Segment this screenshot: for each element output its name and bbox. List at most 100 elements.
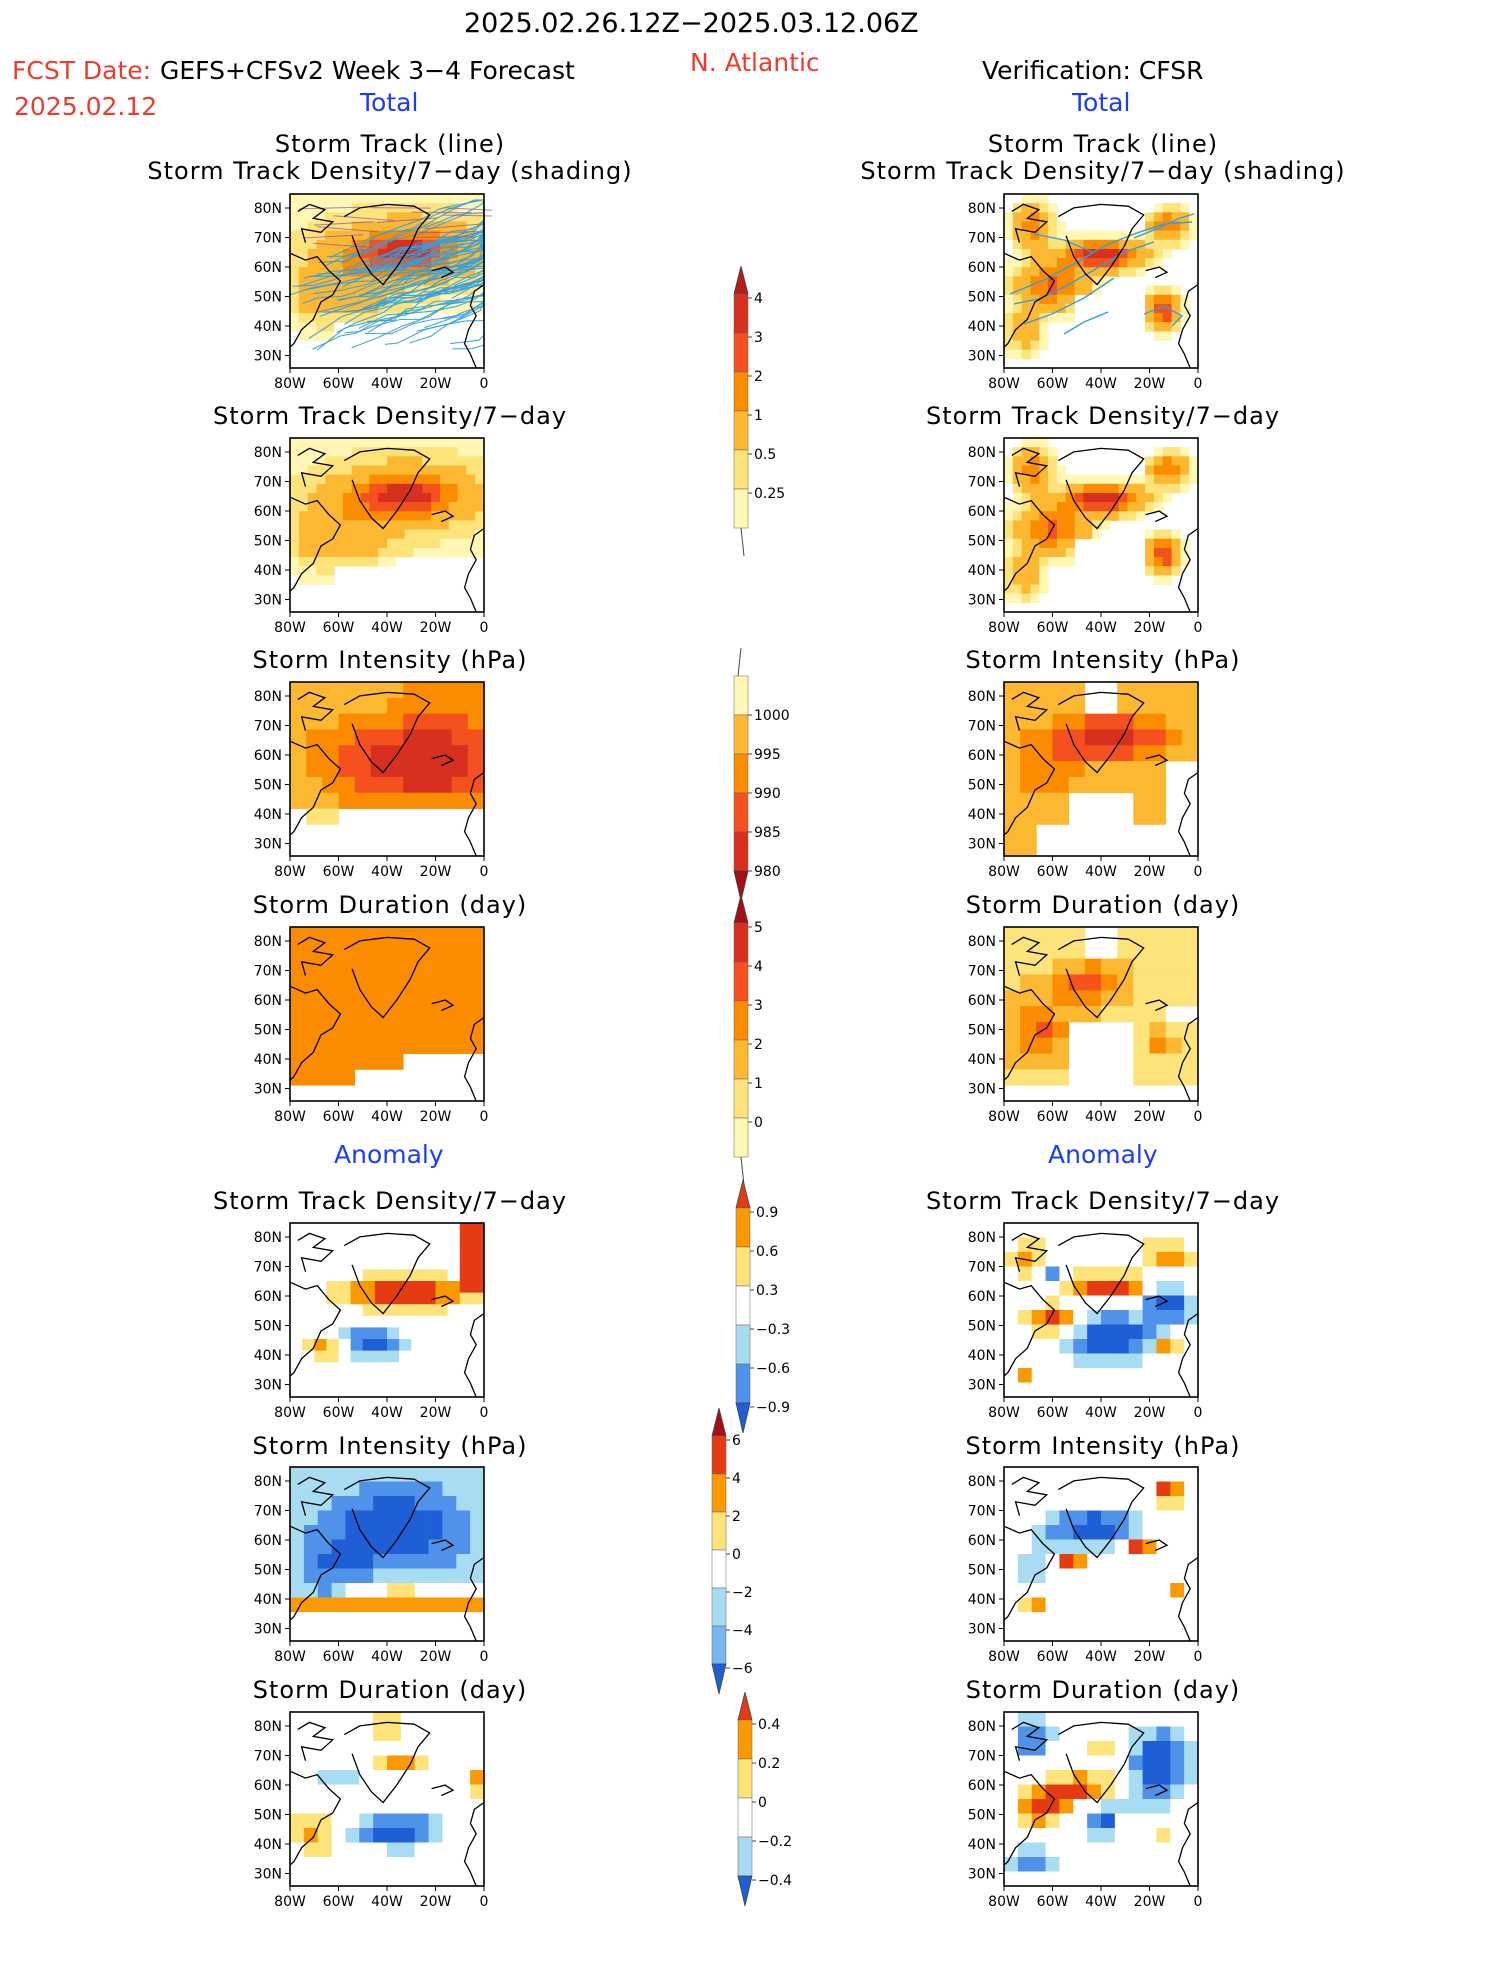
lat-tick-label: 70N — [254, 1260, 282, 1276]
colorbar-swatch — [734, 411, 748, 450]
colorbar-label: −0.4 — [758, 1873, 792, 1889]
colorbar-label: 4 — [754, 291, 763, 307]
lat-tick-label: 30N — [968, 1867, 996, 1883]
lon-tick-label: 20W — [1134, 1894, 1166, 1910]
lat-tick-label: 60N — [968, 993, 996, 1009]
colorbar-label: 990 — [754, 786, 781, 802]
title-anom-density-left: Storm Track Density/7−day — [0, 1187, 780, 1215]
lat-tick-label: 60N — [254, 504, 282, 520]
title-anom-intensity-left: Storm Intensity (hPa) — [0, 1432, 780, 1460]
colorbar-arrow-top — [734, 895, 748, 923]
lon-tick-label: 60W — [1037, 620, 1069, 636]
lon-tick-label: 0 — [480, 1405, 489, 1421]
colorbar-label: 0.2 — [758, 1756, 780, 1772]
colorbar-arrow-top — [734, 266, 748, 294]
title-intensity-left: Storm Intensity (hPa) — [0, 646, 780, 674]
lat-tick-label: 60N — [968, 1289, 996, 1305]
lat-tick-label: 50N — [968, 778, 996, 794]
lon-tick-label: 0 — [480, 1894, 489, 1910]
colorbar-label: 1 — [754, 1076, 763, 1092]
lon-tick-label: 60W — [1037, 1894, 1069, 1910]
lat-tick-label: 70N — [968, 475, 996, 491]
lat-tick-label: 70N — [254, 475, 282, 491]
colorbar-swatch — [712, 1474, 726, 1512]
lon-tick-label: 60W — [1037, 1649, 1069, 1665]
lon-tick-label: 40W — [371, 376, 403, 392]
colorbar-label: 0 — [758, 1795, 767, 1811]
colorbar-swatch — [738, 1837, 752, 1876]
title-anom-duration-right: Storm Duration (day) — [713, 1676, 1487, 1704]
lon-tick-label: 20W — [1134, 620, 1166, 636]
colorbar-label: 4 — [732, 1471, 741, 1487]
lon-tick-label: 0 — [480, 864, 489, 880]
lon-tick-label: 20W — [420, 620, 452, 636]
lat-tick-label: 50N — [254, 778, 282, 794]
colorbar-label: 1000 — [754, 708, 790, 724]
lon-tick-label: 80W — [988, 1109, 1020, 1125]
lat-tick-label: 30N — [254, 1867, 282, 1883]
title-anom-intensity-right: Storm Intensity (hPa) — [713, 1432, 1487, 1460]
lat-tick-label: 30N — [254, 349, 282, 365]
lat-tick-label: 80N — [968, 1719, 996, 1735]
lon-tick-label: 60W — [323, 1894, 355, 1910]
title-density-left: Storm Track Density/7−day — [0, 402, 780, 430]
model-label: GEFS+CFSv2 Week 3−4 Forecast — [160, 56, 575, 85]
lon-tick-label: 0 — [1194, 864, 1203, 880]
lat-tick-label: 60N — [254, 1289, 282, 1305]
lon-tick-label: 60W — [1037, 1109, 1069, 1125]
colorbar-label: 0.9 — [756, 1205, 778, 1221]
colorbar-swatch — [734, 962, 748, 1001]
lat-tick-label: 50N — [968, 1808, 996, 1824]
lat-tick-label: 80N — [254, 689, 282, 705]
title-duration-left: Storm Duration (day) — [0, 891, 780, 919]
colorbar-swatch — [734, 754, 748, 793]
lon-tick-label: 20W — [1134, 1109, 1166, 1125]
colorbar-swatch — [734, 715, 748, 754]
colorbar-label: 1 — [754, 408, 763, 424]
colorbar-label: 0.3 — [756, 1283, 778, 1299]
lat-tick-label: 50N — [968, 534, 996, 550]
lon-tick-label: 0 — [1194, 1405, 1203, 1421]
lon-tick-label: 40W — [1085, 1109, 1117, 1125]
lon-tick-label: 20W — [420, 864, 452, 880]
lat-tick-label: 70N — [968, 1749, 996, 1765]
colorbar-swatch — [712, 1436, 726, 1474]
lon-tick-label: 80W — [988, 1649, 1020, 1665]
lon-tick-label: 80W — [274, 376, 306, 392]
lat-tick-label: 70N — [968, 1504, 996, 1520]
lon-tick-label: 60W — [1037, 376, 1069, 392]
lon-tick-label: 20W — [420, 376, 452, 392]
colorbar-swatch — [712, 1588, 726, 1626]
lon-tick-label: 40W — [1085, 1405, 1117, 1421]
title-track-shading-left: Storm Track Density/7−day (shading) — [0, 157, 780, 185]
lat-tick-label: 30N — [254, 1378, 282, 1394]
lat-tick-label: 80N — [254, 1474, 282, 1490]
colorbar-arrow-top — [736, 1180, 750, 1208]
lat-tick-label: 50N — [254, 290, 282, 306]
colorbar-arrow-top — [712, 1408, 726, 1436]
colorbar-label: −4 — [732, 1623, 753, 1639]
lat-tick-label: 30N — [254, 593, 282, 609]
colorbar-label: 4 — [754, 959, 763, 975]
colorbar-arrow-bottom — [738, 1876, 752, 1906]
storm-track-line — [414, 237, 474, 238]
lon-tick-label: 80W — [988, 864, 1020, 880]
